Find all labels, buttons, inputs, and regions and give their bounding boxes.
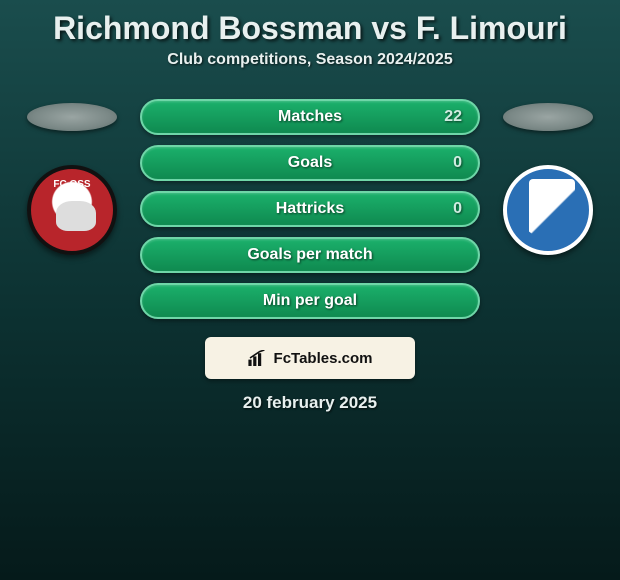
- stat-label: Goals: [142, 154, 478, 172]
- stat-right-value: 0: [453, 154, 462, 172]
- stat-label: Goals per match: [142, 246, 478, 264]
- stat-row-hattricks: Hattricks 0: [140, 191, 480, 227]
- page-title: Richmond Bossman vs F. Limouri: [53, 10, 567, 47]
- stats-column: Matches 22 Goals 0 Hattricks 0 Goals per…: [140, 99, 480, 319]
- stat-row-goals-per-match: Goals per match: [140, 237, 480, 273]
- attribution-text: FcTables.com: [274, 350, 373, 367]
- page-subtitle: Club competitions, Season 2024/2025: [167, 51, 452, 69]
- stat-row-min-per-goal: Min per goal: [140, 283, 480, 319]
- stat-label: Min per goal: [142, 292, 478, 310]
- player-left-avatar: [27, 103, 117, 131]
- chart-icon: [248, 350, 268, 366]
- footer-date: 20 february 2025: [243, 393, 377, 413]
- player-right-column: [498, 99, 598, 255]
- comparison-card: Richmond Bossman vs F. Limouri Club comp…: [0, 0, 620, 413]
- club-badge-right: [503, 165, 593, 255]
- player-right-avatar: [503, 103, 593, 131]
- club-badge-left: [27, 165, 117, 255]
- stat-row-matches: Matches 22: [140, 99, 480, 135]
- attribution-link[interactable]: FcTables.com: [205, 337, 415, 379]
- player-left-column: [22, 99, 122, 255]
- stat-label: Matches: [142, 108, 478, 126]
- stat-right-value: 22: [444, 108, 462, 126]
- stat-right-value: 0: [453, 200, 462, 218]
- stat-row-goals: Goals 0: [140, 145, 480, 181]
- main-row: Matches 22 Goals 0 Hattricks 0 Goals per…: [0, 99, 620, 319]
- stat-label: Hattricks: [142, 200, 478, 218]
